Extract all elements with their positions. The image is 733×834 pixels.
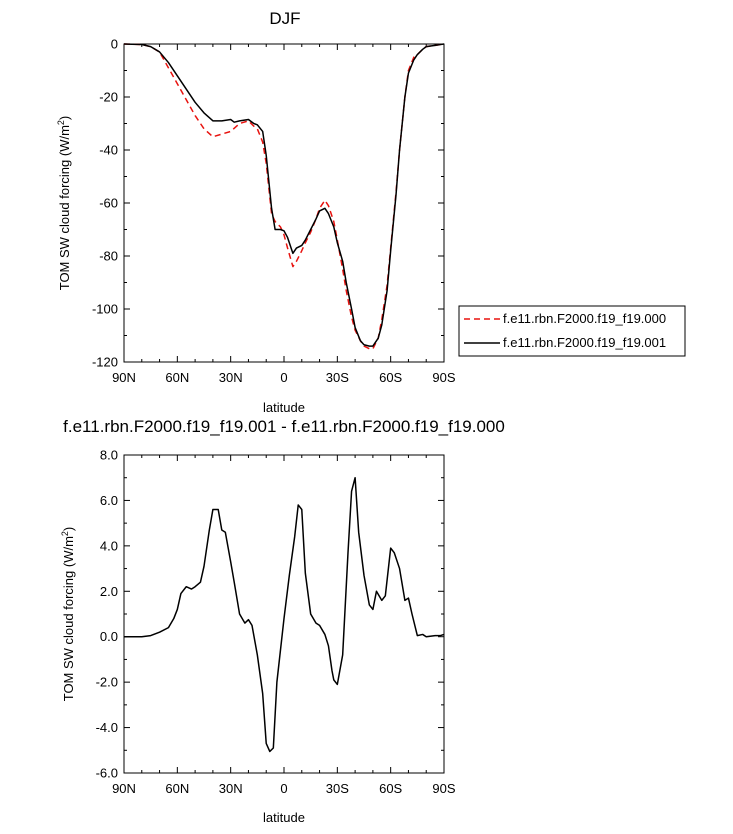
legend-label-series-001: f.e11.rbn.F2000.f19_f19.001 (503, 335, 666, 350)
top-y-tick-label: 0 (111, 37, 118, 52)
bottom-x-tick-labels: 90N 60N 30N 0 30S 60S 90S (112, 781, 456, 796)
bottom-y-tick-label: 4.0 (100, 538, 118, 553)
bottom-y-tick-label: 6.0 (100, 493, 118, 508)
bottom-axis-ticks (123, 454, 445, 774)
top-x-tick-label: 30N (219, 370, 243, 385)
bottom-x-tick-label: 30N (219, 781, 243, 796)
top-x-tick-label: 90S (432, 370, 455, 385)
top-y-tick-label: -120 (92, 355, 118, 370)
top-x-tick-labels: 90N 60N 30N 0 30S 60S 90S (112, 370, 456, 385)
top-panel: DJF 0 -20 -40 -60 -80 -100 -120 90N 60N 30N 0 30S 6… (56, 9, 686, 415)
bottom-y-tick-label: 0.0 (100, 629, 118, 644)
top-y-axis-label: TOM SW cloud forcing (W/m2) (56, 116, 72, 291)
bottom-data-lines (124, 476, 445, 753)
top-y-tick-label: -80 (99, 249, 118, 264)
bottom-chart-title: f.e11.rbn.F2000.f19_f19.001 - f.e11.rbn.… (63, 417, 505, 436)
top-y-tick-labels: 0 -20 -40 -60 -80 -100 -120 (92, 37, 118, 370)
top-y-tick-label: -40 (99, 143, 118, 158)
bottom-x-tick-label: 60N (165, 781, 189, 796)
top-series-line-1 (123, 43, 445, 347)
top-y-tick-label: -60 (99, 196, 118, 211)
top-x-tick-label: 0 (280, 370, 287, 385)
top-series-line-0 (123, 43, 445, 350)
bottom-y-tick-labels: 8.0 6.0 4.0 2.0 0.0 -2.0 -4.0 -6.0 (96, 448, 118, 781)
bottom-x-tick-label: 0 (280, 781, 287, 796)
top-axis-ticks (123, 43, 445, 363)
legend-label-series-000: f.e11.rbn.F2000.f19_f19.000 (503, 311, 666, 326)
legend-box (458, 305, 686, 357)
top-y-tick-label: -20 (99, 90, 118, 105)
top-x-tick-label: 30S (326, 370, 349, 385)
bottom-x-tick-label: 90N (112, 781, 136, 796)
top-x-tick-label: 60S (379, 370, 402, 385)
bottom-y-axis-label: TOM SW cloud forcing (W/m2) (60, 527, 76, 702)
top-x-tick-label: 60N (165, 370, 189, 385)
top-x-axis-label: latitude (263, 400, 305, 415)
bottom-y-tick-label: -2.0 (96, 675, 118, 690)
bottom-y-tick-label: -6.0 (96, 766, 118, 781)
bottom-y-tick-label: 2.0 (100, 584, 118, 599)
bottom-x-tick-label: 60S (379, 781, 402, 796)
bottom-series-line-0 (124, 476, 445, 753)
bottom-panel: f.e11.rbn.F2000.f19_f19.001 - f.e11.rbn.… (60, 417, 505, 825)
bottom-x-tick-label: 30S (326, 781, 349, 796)
legend: f.e11.rbn.F2000.f19_f19.000 f.e11.rbn.F2… (458, 305, 686, 357)
bottom-y-tick-label: -4.0 (96, 720, 118, 735)
top-chart-title: DJF (269, 9, 300, 28)
bottom-x-tick-label: 90S (432, 781, 455, 796)
top-data-lines (123, 43, 445, 350)
top-y-tick-label: -100 (92, 302, 118, 317)
top-x-tick-label: 90N (112, 370, 136, 385)
bottom-y-tick-label: 8.0 (100, 448, 118, 463)
top-plot-frame (123, 43, 445, 363)
bottom-x-axis-label: latitude (263, 810, 305, 825)
